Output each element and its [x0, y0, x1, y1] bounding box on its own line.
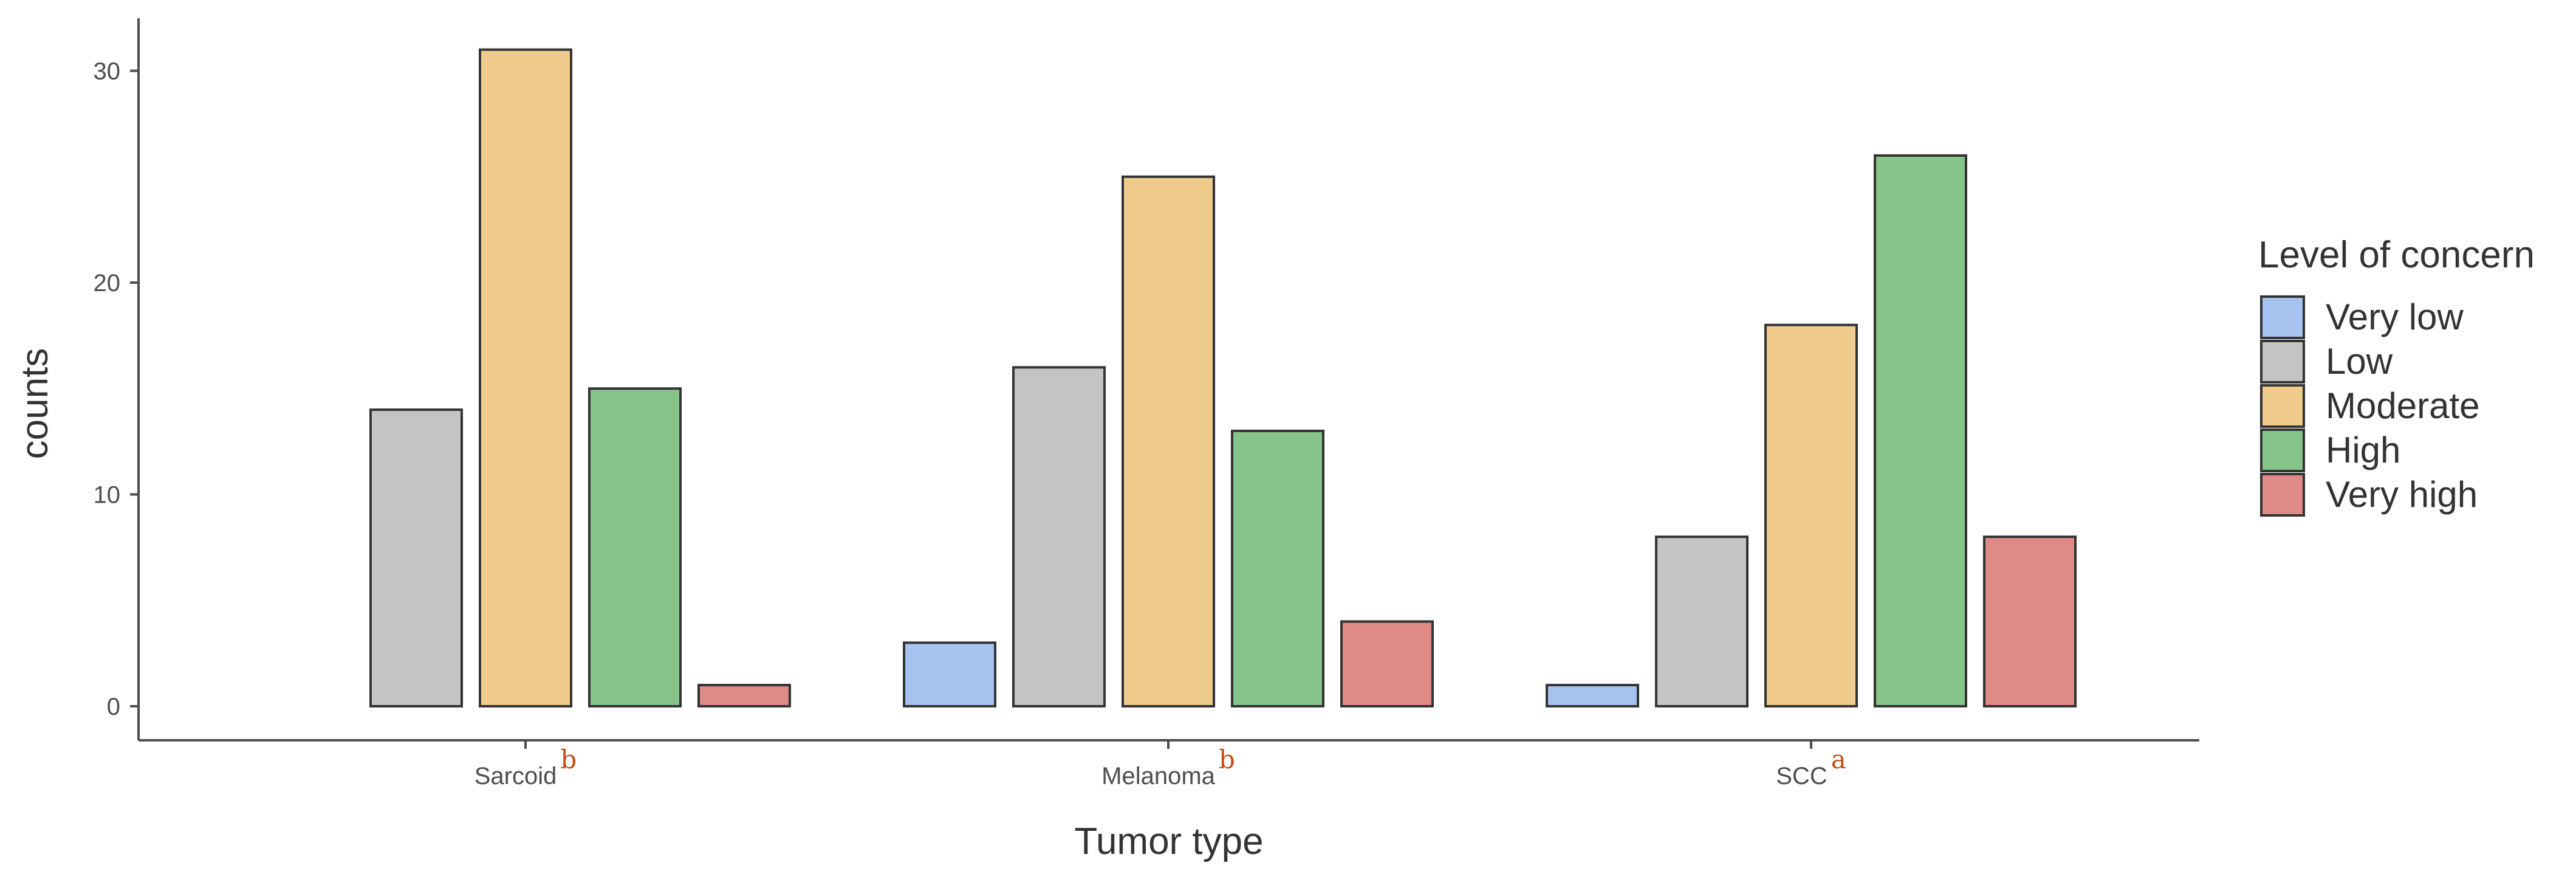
legend-title: Level of concern	[2258, 234, 2535, 276]
bar-very-high-scc	[1983, 535, 2077, 707]
axes: 0 10 20 30 Sarcoidb Melanomab SCCa	[94, 18, 2199, 790]
legend-label: Moderate	[2326, 385, 2479, 426]
legend-key-very-low	[2260, 295, 2305, 339]
legend-label: Low	[2326, 341, 2393, 382]
significance-letter: a	[1831, 745, 1846, 774]
legend-label: Very low	[2326, 297, 2464, 337]
bar-high-sarcoid	[588, 387, 682, 707]
bar-very-high-sarcoid	[697, 684, 791, 708]
significance-letter: b	[1219, 745, 1235, 774]
bar-low-sarcoid	[369, 408, 463, 707]
bar-moderate-scc	[1764, 323, 1858, 707]
legend-label: High	[2326, 430, 2400, 470]
y-axis-title: counts	[14, 348, 56, 459]
y-tick-label: 10	[94, 482, 121, 509]
legend-label: Very high	[2326, 474, 2478, 515]
legend: Level of concern Very lowLowModerateHigh…	[2258, 234, 2535, 517]
x-axis-title: Tumor type	[1074, 821, 1263, 862]
y-tick-label: 20	[94, 270, 121, 297]
bar-low-melanoma	[1012, 366, 1106, 707]
bar-moderate-melanoma	[1122, 175, 1215, 707]
significance-letter: b	[560, 745, 577, 774]
y-tick-label: 30	[94, 58, 121, 85]
legend-key-moderate	[2260, 384, 2305, 428]
bar-high-scc	[1874, 154, 1967, 707]
legend-key-very-high	[2260, 473, 2305, 517]
plot-area	[369, 48, 2077, 708]
bar-low-scc	[1655, 535, 1749, 707]
bar-very-low-melanoma	[903, 641, 996, 707]
bar-very-high-melanoma	[1340, 620, 1434, 707]
legend-key-high	[2260, 428, 2305, 472]
x-tick-label: Sarcoidb	[474, 745, 577, 790]
legend-key-low	[2260, 340, 2305, 384]
y-tick-label: 0	[107, 693, 120, 720]
bar-moderate-sarcoid	[479, 48, 572, 707]
bar-very-low-scc	[1546, 684, 1639, 708]
x-tick-label: Melanomab	[1101, 745, 1235, 790]
x-tick-label: SCCa	[1776, 745, 1846, 790]
bar-high-melanoma	[1231, 429, 1324, 707]
